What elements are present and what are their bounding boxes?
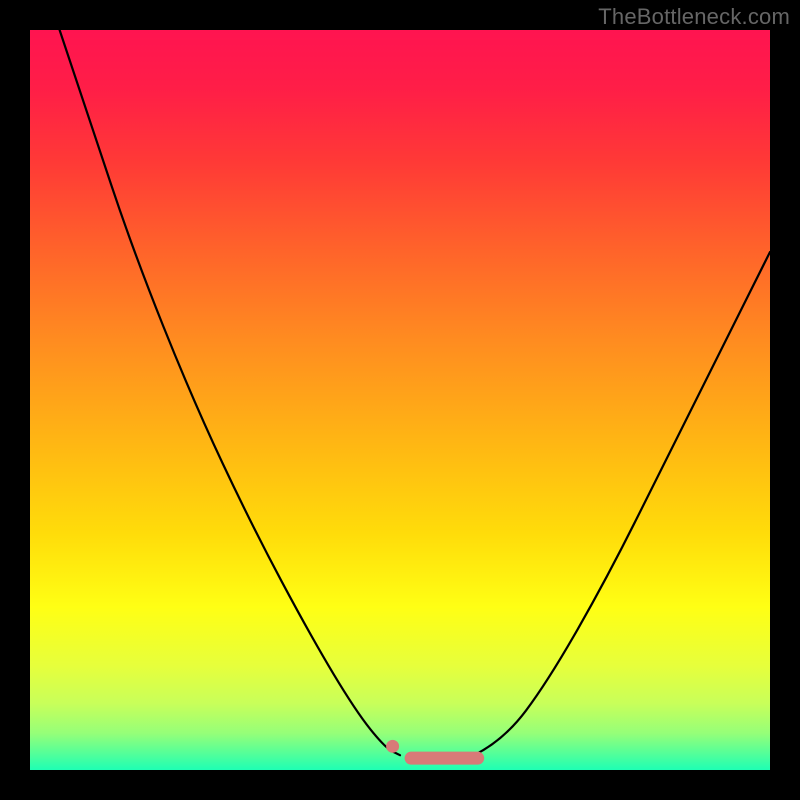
- gradient-background: [30, 30, 770, 770]
- chart-container: TheBottleneck.com: [0, 0, 800, 800]
- highlight-dot: [386, 740, 399, 753]
- bottleneck-curve-plot: [0, 0, 800, 800]
- watermark-text: TheBottleneck.com: [598, 4, 790, 30]
